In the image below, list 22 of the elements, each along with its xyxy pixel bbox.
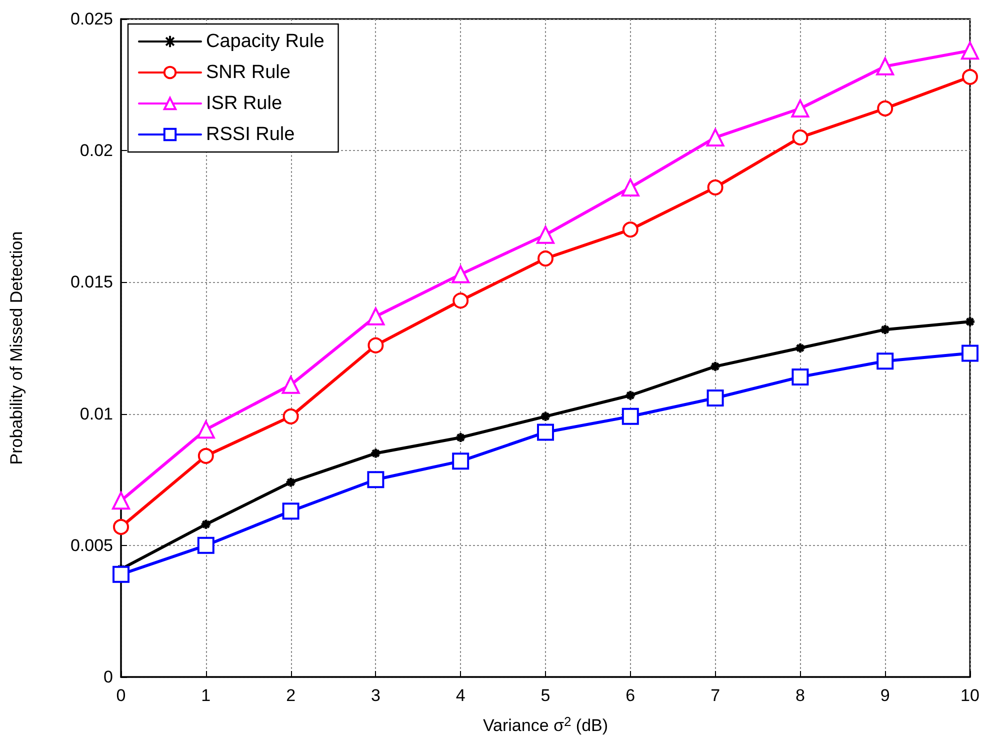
y-tick-label: 0.015 [70,272,113,292]
x-tick-label: 7 [710,686,720,705]
x-tick-label: 6 [626,686,636,705]
x-tick-label: 0 [116,686,126,705]
x-tick-label: 5 [540,686,550,705]
y-tick-label: 0.025 [70,10,113,28]
legend-label: SNR Rule [206,62,290,83]
x-tick-label: 9 [880,686,890,705]
y-tick-label: 0.005 [70,536,113,555]
legend-label: Capacity Rule [206,31,324,52]
x-tick-label: 3 [370,686,380,705]
y-tick-label: 0 [104,668,113,686]
legend-label: RSSI Rule [206,124,295,145]
y-tick-label: 0.02 [80,141,113,160]
x-tick-label: 4 [456,686,466,705]
x-tick-label: 10 [960,686,980,705]
y-tick-label: 0.01 [80,404,113,424]
y-axis-title: Probability of Missed Detection [7,231,26,465]
legend-label: ISR Rule [206,93,282,114]
x-tick-label: 1 [201,686,211,705]
x-tick-label: 2 [286,686,296,705]
x-tick-label: 8 [795,686,805,705]
